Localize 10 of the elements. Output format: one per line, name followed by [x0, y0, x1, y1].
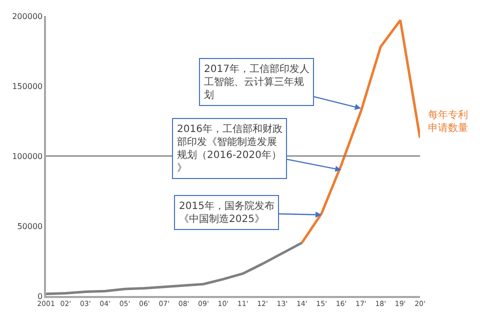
y-tick-label: 100000 [12, 152, 43, 161]
annotation: 2017年，工信部印发人工智能、云计算三年规划 [204, 63, 310, 101]
annotation: 2016年，工信部和财政部印发《智能制造发展规划（2016-2020年）》 [177, 123, 282, 174]
series-label: 每年专利申请数量 [428, 109, 468, 134]
annotation: 2015年，国务院发布《中国制造2025》 [179, 200, 274, 225]
y-tick-label: 150000 [12, 82, 43, 91]
y-tick-label: 0 [38, 292, 43, 301]
y-tick-label: 200000 [12, 12, 43, 21]
line-series [46, 242, 304, 296]
y-tick-label: 50000 [17, 222, 43, 231]
